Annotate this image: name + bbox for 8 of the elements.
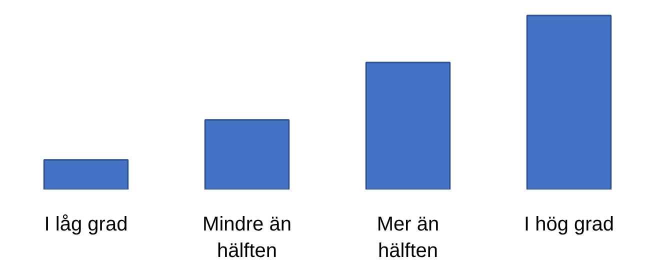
x-tick-label: I hög grad [524,214,614,236]
x-tick-label: Mer än hälften [376,214,440,262]
bar [526,14,612,190]
bar [43,159,129,190]
x-tick-label: Mindre än hälften [202,214,292,262]
bar [204,119,290,190]
bar [365,62,451,190]
x-tick-label: I låg grad [44,214,128,236]
